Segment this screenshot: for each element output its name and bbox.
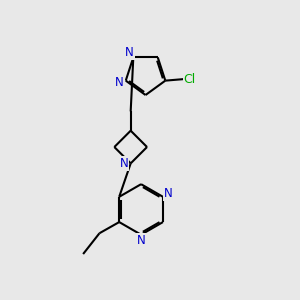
Text: N: N	[137, 234, 146, 247]
Text: N: N	[115, 76, 124, 89]
Text: Cl: Cl	[184, 73, 196, 86]
Text: N: N	[120, 157, 128, 170]
Text: N: N	[125, 46, 134, 59]
Text: N: N	[164, 187, 172, 200]
